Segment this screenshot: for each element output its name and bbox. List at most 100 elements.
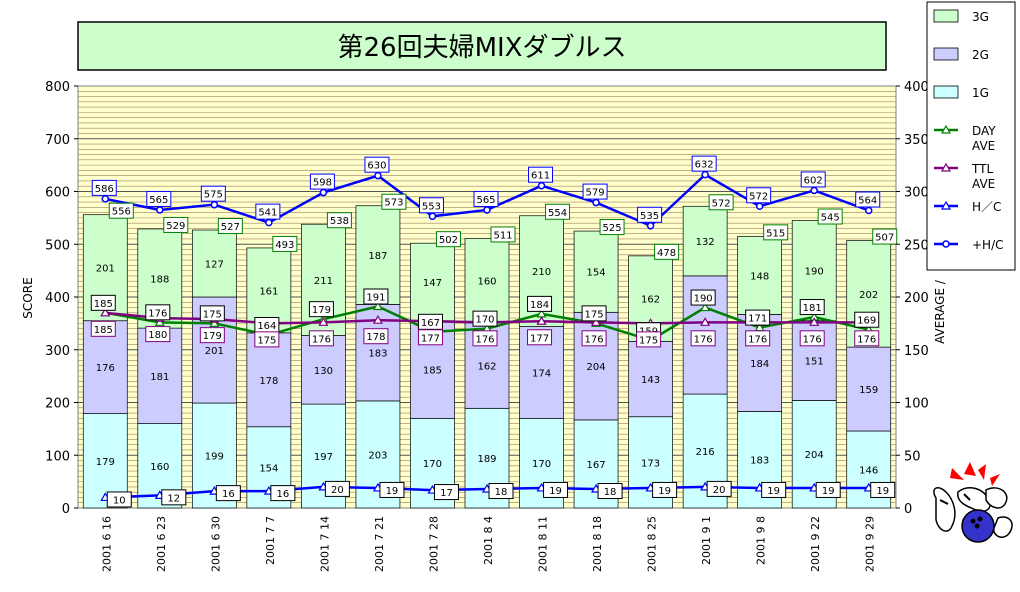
hc-label: 20 [713, 485, 726, 496]
segment-label-3g: 210 [532, 267, 551, 278]
y2-tick-label: 200 [904, 291, 929, 306]
day-ave-label-box [690, 289, 716, 306]
segment-label-1g: 173 [641, 458, 660, 469]
hc-total-label-box [146, 190, 172, 207]
segment-label-1g: 203 [368, 450, 387, 461]
x-tick-label: 2001 7 7 [264, 516, 277, 565]
y-tick-label: 400 [45, 291, 70, 306]
hc-label-box [161, 489, 187, 506]
segment-label-2g: 201 [205, 346, 224, 357]
hc-total-label: 535 [640, 211, 659, 222]
game-total-label: 572 [712, 198, 731, 209]
point-day-ave [372, 301, 383, 311]
ttl-ave-label-box [581, 330, 607, 347]
hc-total-label-box [855, 191, 881, 208]
hc-total-label-box [800, 171, 826, 188]
hc-label: 12 [167, 493, 180, 504]
hc-total-label: 541 [258, 208, 277, 219]
segment-label-1g: 170 [532, 459, 551, 470]
segment-label-2g: 176 [96, 363, 115, 374]
legend-label-2g: 2G [972, 48, 989, 62]
game-total-label: 529 [166, 221, 185, 232]
point-day-ave [700, 302, 711, 312]
x-tick-label: 2001 6 16 [100, 516, 113, 572]
legend-label-ttl-ave: AVE [972, 177, 995, 191]
hc-label: 19 [386, 486, 399, 497]
hc-total-label: 611 [531, 171, 550, 182]
legend-marker-ttl-ave [940, 162, 952, 172]
day-ave-label: 164 [257, 321, 276, 332]
game-total-label: 545 [821, 213, 840, 224]
game-total-label: 525 [603, 223, 622, 234]
legend-label-h-c: H／C [972, 200, 1001, 214]
point--h-c [101, 195, 110, 203]
game-total-label-box [108, 202, 134, 219]
day-ave-label: 179 [312, 305, 331, 316]
bar-2g [519, 326, 564, 419]
legend-label--h-c: +H/C [972, 238, 1004, 252]
hc-label: 19 [767, 486, 780, 497]
x-tick-label: 2001 9 1 [700, 516, 713, 565]
hc-total-label-box [200, 185, 226, 202]
hc-total-label-box [582, 183, 608, 200]
segment-label-2g: 183 [368, 349, 387, 360]
day-ave-label: 170 [475, 315, 494, 326]
hc-label-box [215, 485, 241, 502]
segment-label-3g: 160 [477, 277, 496, 288]
ttl-ave-label: 176 [312, 334, 331, 345]
game-total-label-box [545, 203, 571, 220]
x-tick-label: 2001 6 30 [209, 516, 222, 572]
segment-label-3g: 148 [750, 271, 769, 282]
day-ave-label: 191 [366, 292, 385, 303]
segment-label-2g: 162 [477, 362, 496, 373]
ttl-ave-label: 176 [748, 334, 767, 345]
y-tick-label: 600 [45, 186, 70, 201]
y2-tick-label: 300 [904, 186, 929, 201]
x-tick-label: 2001 7 21 [373, 516, 386, 572]
ttl-ave-label-box [472, 330, 498, 347]
segment-label-2g: 159 [859, 385, 878, 396]
y-tick-label: 200 [45, 397, 70, 412]
segment-label-1g: 189 [477, 454, 496, 465]
day-ave-label-box [745, 309, 771, 326]
segment-label-1g: 199 [205, 452, 224, 463]
ttl-ave-label: 176 [857, 334, 876, 345]
game-total-label-box [599, 219, 625, 236]
segment-label-2g: 184 [750, 359, 769, 370]
hc-label: 10 [113, 495, 126, 506]
legend-label-3g: 3G [972, 10, 989, 24]
ttl-ave-label-box [690, 330, 716, 347]
segment-label-3g: 187 [368, 251, 387, 262]
hc-total-label: 572 [749, 191, 768, 202]
segment-label-2g: 174 [532, 368, 551, 379]
segment-label-3g: 161 [259, 286, 278, 297]
segment-label-3g: 154 [587, 268, 606, 279]
hc-label: 19 [822, 486, 835, 497]
game-total-label: 478 [657, 248, 676, 259]
hc-total-label: 564 [858, 195, 877, 206]
hc-label: 18 [495, 487, 508, 498]
x-tick-label: 2001 8 11 [537, 516, 550, 572]
hc-total-label: 602 [804, 175, 823, 186]
bars [82, 205, 892, 509]
ttl-ave-label: 176 [694, 334, 713, 345]
hc-total-label-box [691, 155, 717, 172]
ttl-ave-label-box [799, 330, 825, 347]
ttl-ave-label-box [199, 327, 225, 344]
day-ave-label-box [90, 294, 116, 311]
day-ave-label: 175 [203, 309, 222, 320]
hc-label-box [488, 483, 514, 500]
game-total-label: 538 [330, 216, 349, 227]
y2-tick-label: 0 [904, 502, 912, 517]
bar-2g [573, 311, 619, 421]
ttl-ave-label: 178 [366, 332, 385, 343]
point-day-ave [209, 318, 220, 327]
game-total-label-box [708, 194, 734, 211]
hc-total-label-box [473, 190, 499, 207]
day-ave-label: 185 [94, 299, 113, 310]
hc-label-box [270, 485, 296, 502]
ttl-ave-label: 185 [94, 325, 113, 336]
game-total-label-box [817, 208, 843, 225]
segment-label-3g: 202 [859, 290, 878, 301]
ttl-ave-label: 176 [475, 334, 494, 345]
